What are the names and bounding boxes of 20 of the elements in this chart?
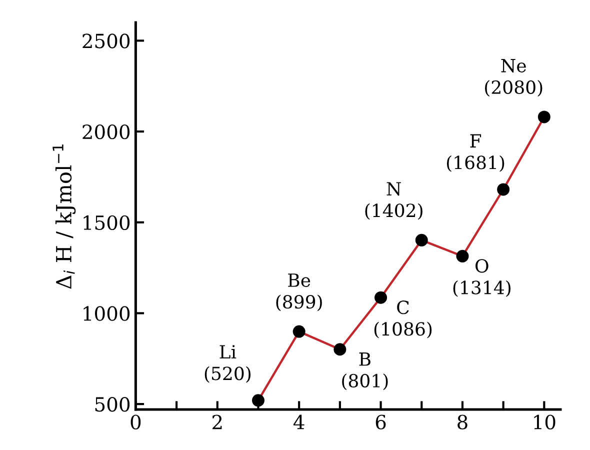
annotation: C (1086) (374, 300, 432, 338)
annotation: Be (899) (276, 274, 322, 312)
annotation: Ne (2080) (485, 59, 542, 97)
x-tick-label: 4 (293, 414, 304, 430)
y-tick-label: 2000 (82, 124, 130, 140)
annotation: F (1681) (446, 134, 504, 172)
x-tick-label: 10 (534, 414, 556, 430)
annotation: O (1314) (453, 259, 511, 297)
x-tick-label: 8 (458, 414, 468, 430)
x-tick-label: 6 (376, 414, 386, 430)
y-axis-title: Δ$_{i}$ H / kJmol$^{−1}$ (52, 144, 76, 289)
y-tick-label: 1500 (84, 215, 130, 230)
annotation: B (801) (342, 352, 388, 390)
x-tick-label: 2 (212, 414, 222, 430)
x-tick-label: 0 (130, 414, 141, 430)
y-tick-label: 1000 (84, 306, 130, 321)
y-tick-label: 2500 (82, 34, 130, 48)
annotation: N (1402) (365, 182, 422, 220)
annotation: Li (520) (204, 345, 251, 383)
y-tick-label: 500 (95, 397, 130, 412)
